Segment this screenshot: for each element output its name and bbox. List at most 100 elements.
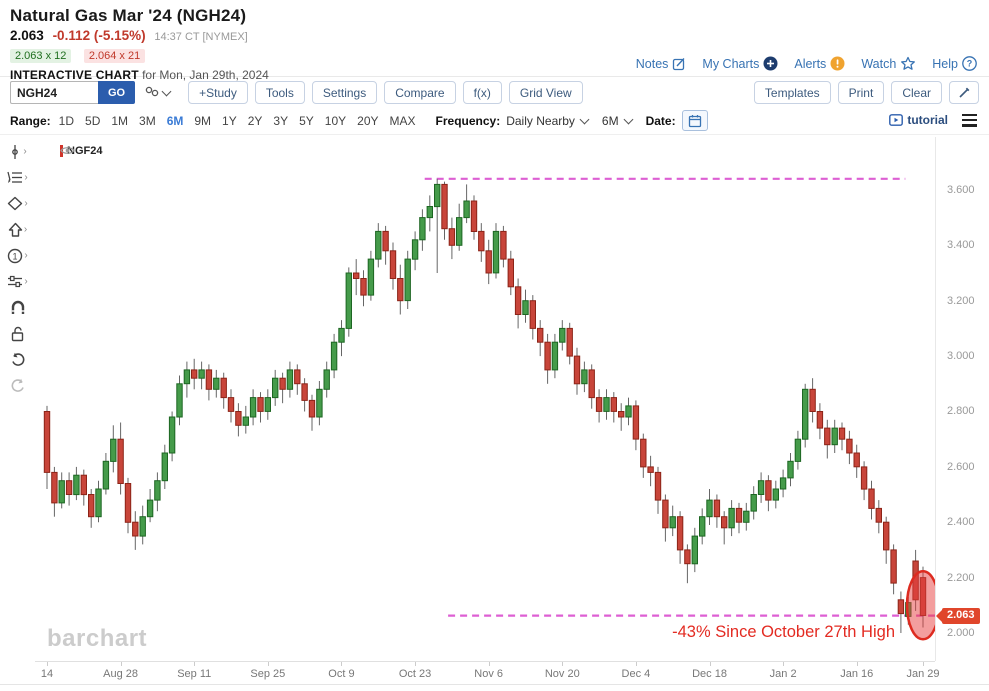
x-axis-tickmark <box>267 662 269 666</box>
grid-view-button[interactable]: Grid View <box>508 81 583 104</box>
y-axis-tick: 3.600 <box>947 183 975 196</box>
annotation-text[interactable]: -43% Since October 27th High <box>672 623 895 641</box>
x-axis[interactable]: 14 Aug 28 Sep 11 Sep 25 Oct 9 Oct 23 Nov 6 Nov … <box>35 661 940 683</box>
draw-list-tool[interactable]: › <box>7 169 28 186</box>
y-axis[interactable]: 3.600 3.400 3.200 3.000 2.800 2.600 2.400 2.200… <box>935 137 989 661</box>
alerts-icon <box>830 56 845 71</box>
magnet-tool[interactable] <box>10 299 26 316</box>
chevron-down-icon <box>161 86 172 96</box>
cursor-tool-icon <box>12 144 19 159</box>
cursor-tool[interactable]: › <box>8 143 27 160</box>
indicators-tool-icon <box>8 275 23 288</box>
magnet-icon <box>11 300 24 314</box>
y-axis-tick: 2.200 <box>947 571 975 584</box>
range-option-10y[interactable]: 10Y <box>324 113 347 128</box>
redo-button[interactable] <box>10 377 26 394</box>
redo-icon <box>11 378 24 392</box>
symbol-input[interactable] <box>10 81 98 104</box>
frequency-dropdown[interactable]: Daily Nearby <box>506 114 590 128</box>
arrow-tool-icon <box>8 222 23 237</box>
x-axis-tickmark <box>488 662 490 666</box>
study-button[interactable]: +Study <box>188 81 248 104</box>
range-label: Range: <box>10 113 51 128</box>
x-axis-tick: Aug 28 <box>103 668 139 680</box>
toolbar-buttons: +Study Tools Settings Compare f(x) Grid View <box>188 81 583 104</box>
x-axis-tickmark <box>194 662 196 666</box>
indicators-tool[interactable]: › <box>7 273 28 290</box>
range-option-1y[interactable]: 1Y <box>222 113 237 128</box>
alerts-link[interactable]: Alerts <box>794 56 845 71</box>
svg-text:?: ? <box>967 59 973 69</box>
chart-toolbar: GO +Study Tools Settings Compare f(x) Grid Vi… <box>0 78 989 107</box>
shapes-tool[interactable]: › <box>7 195 28 212</box>
tools-button[interactable]: Tools <box>254 81 305 104</box>
help-link[interactable]: Help ? <box>932 56 977 71</box>
shapes-tool-icon <box>8 196 23 211</box>
quote-timestamp: 14:37 CT [NYMEX] <box>154 31 248 43</box>
last-price-badge: 2.063 <box>936 607 980 624</box>
period-dropdown[interactable]: 6M <box>602 114 634 128</box>
watch-link[interactable]: Watch <box>861 56 916 71</box>
x-axis-tick: Sep 25 <box>250 668 286 680</box>
range-option-3y[interactable]: 3Y <box>273 113 289 128</box>
my-charts-link[interactable]: My Charts <box>702 56 778 71</box>
chart-type-icon <box>145 86 159 96</box>
x-axis-tick: Jan 16 <box>840 668 874 680</box>
tutorial-link[interactable]: tutorial <box>889 113 948 127</box>
notes-icon <box>673 57 685 70</box>
annotate-button[interactable] <box>949 81 979 104</box>
settings-button[interactable]: Settings <box>311 81 378 104</box>
x-axis-tick: Sep 11 <box>177 668 212 680</box>
x-axis-tick: Jan 29 <box>906 668 940 680</box>
quote-header: Natural Gas Mar '24 (NGH24) 2.063 -0.112… <box>0 0 989 82</box>
undo-button[interactable] <box>10 351 26 368</box>
range-option-5d[interactable]: 5D <box>85 113 101 128</box>
number-annotation-tool-icon: 1 <box>8 248 23 263</box>
x-axis-tick: Jan 2 <box>769 668 797 680</box>
range-option-max[interactable]: MAX <box>389 113 416 128</box>
date-picker-button[interactable] <box>681 110 708 131</box>
arrow-tool[interactable]: › <box>8 221 27 238</box>
number-annotation-tool[interactable]: 1 › <box>7 247 28 264</box>
range-option-5y[interactable]: 5Y <box>299 113 314 128</box>
drawing-tools-rail: › › › › 1 › › <box>0 143 35 394</box>
x-axis-tick: Nov 20 <box>544 668 580 680</box>
range-option-3m[interactable]: 3M <box>139 113 156 128</box>
highlight-ellipse[interactable] <box>905 570 935 641</box>
range-option-9m[interactable]: 9M <box>194 113 212 128</box>
lock-tool[interactable] <box>10 325 25 342</box>
x-axis-tickmark <box>856 662 858 666</box>
range-option-1d[interactable]: 1D <box>58 113 75 128</box>
y-axis-tick: 3.400 <box>947 239 975 252</box>
range-option-2y[interactable]: 2Y <box>247 113 263 128</box>
chart-type-dropdown[interactable] <box>143 85 172 101</box>
toolbar-right-buttons: Templates Print Clear <box>753 81 942 104</box>
price-change: -0.112 (-5.15%) <box>52 28 146 43</box>
chart-canvas[interactable]: NGF24 barchart -43% Since October 27th H… <box>35 137 935 661</box>
calendar-icon <box>688 114 701 127</box>
x-axis-tickmark <box>923 662 924 666</box>
notes-link[interactable]: Notes <box>636 57 687 71</box>
hamburger-icon[interactable] <box>960 112 979 129</box>
x-axis-tick: Nov 6 <box>474 668 504 680</box>
print-button[interactable]: Print <box>837 81 885 104</box>
watch-icon <box>901 56 916 70</box>
templates-button[interactable]: Templates <box>753 81 831 104</box>
y-axis-tick: 2.800 <box>947 405 975 418</box>
fx-button[interactable]: f(x) <box>462 81 502 104</box>
annotate-icon <box>958 87 969 98</box>
y-axis-tick: 3.000 <box>947 350 975 363</box>
compare-button[interactable]: Compare <box>384 81 456 104</box>
go-button[interactable]: GO <box>98 81 136 104</box>
x-axis-tick: Oct 9 <box>328 668 355 680</box>
ask-badge: 2.064 x 21 <box>83 49 146 63</box>
x-axis-tickmark <box>120 662 122 666</box>
range-option-6m[interactable]: 6M <box>166 113 184 128</box>
x-axis-tick: Dec 18 <box>692 668 727 680</box>
bottom-divider <box>0 684 989 685</box>
range-option-1m[interactable]: 1M <box>111 113 129 128</box>
clear-button[interactable]: Clear <box>891 81 942 104</box>
eye-icon[interactable] <box>60 145 75 156</box>
page-title: Natural Gas Mar '24 (NGH24) <box>10 6 247 25</box>
range-option-20y[interactable]: 20Y <box>357 113 379 128</box>
